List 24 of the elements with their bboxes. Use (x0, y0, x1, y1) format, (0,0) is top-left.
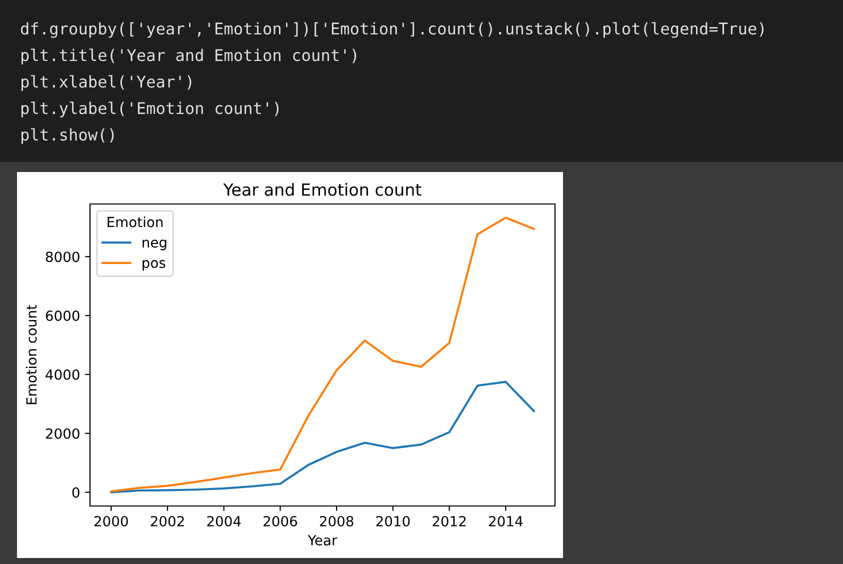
text: plt.show() (21, 128, 114, 144)
text: df.groupby(['year','Emotion'])['Emotion'].count().unstack().plot(legend=True) (20, 22, 764, 38)
x-tick-label: 2010 (376, 516, 410, 526)
text: plt.title('Year and Emotion count') (21, 48, 356, 64)
x-tick-label: 2004 (207, 516, 241, 526)
legend-title: Emotion (108, 216, 163, 228)
x-tick-label: 2002 (150, 516, 184, 526)
y-tick-label: 6000 (46, 310, 80, 321)
x-tick-label: 2014 (489, 516, 523, 526)
x-tick-label: 2012 (432, 516, 466, 526)
y-tick-label: 4000 (46, 369, 80, 380)
legend-label: neg (142, 240, 166, 250)
y-tick-label: 0 (72, 487, 80, 498)
text: plt.xlabel('Year') (21, 75, 192, 91)
x-tick-label: 2006 (264, 516, 298, 526)
legend-label: pos (142, 260, 166, 271)
y-axis-title: Emotion count (26, 304, 37, 404)
x-tick-label: 2008 (320, 516, 354, 526)
y-tick-label: 8000 (46, 252, 80, 262)
x-tick-label: 2000 (94, 516, 128, 526)
x-axis-title: Year (308, 535, 338, 546)
text: plt.ylabel('Emotion count') (21, 102, 279, 118)
y-tick-label: 2000 (46, 428, 80, 439)
chart-title: Year and Emotion count (223, 183, 422, 196)
